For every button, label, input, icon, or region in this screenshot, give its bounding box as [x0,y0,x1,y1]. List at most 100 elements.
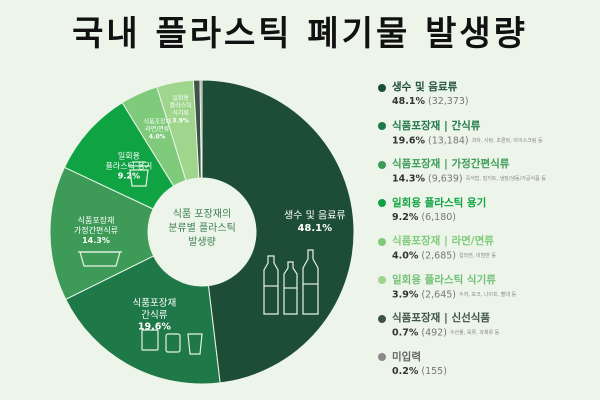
slice-label-line: 식기류 [172,109,189,117]
slice-label-line: 일회용 [172,94,189,102]
legend-count: (9,639) [424,173,463,185]
donut-slice [201,79,355,384]
slice-label-line: 19.6% [138,322,171,333]
legend-count: (2,685) [418,250,456,262]
slice-label: 생수 및 음료류 48.1% [284,209,346,234]
legend-label: 식품포장재 | 라면/면류 [392,235,494,247]
slice-label-line: 가정간편식류 [74,225,118,235]
legend-label: 식품포장재 | 가정간편식류 [392,158,510,170]
slice-label: 일회용 플라스틱 식기류 3.9% [170,94,192,125]
center-label-line: 발생량 [188,236,216,248]
slice-label-line: 플라스틱 용기 [106,161,153,171]
slice-label: 식품포장재 간식류 19.6% [133,298,177,333]
legend-count: (155) [418,365,447,377]
slice-label-line: 간식류 [141,310,167,321]
legend-dot-icon [378,237,386,246]
legend-dot-icon [378,276,386,284]
donut-slice [199,79,203,179]
bottles-icon [263,249,319,315]
slice-label: 식품포장재 가정간편식류 14.3% [74,215,118,245]
legend-item-header: 미입력 [378,350,596,365]
legend-label: 생수 및 음료류 [392,81,458,93]
cups-icon [128,161,150,187]
slice-label-line: 14.3% [82,236,110,245]
legend-count: (2,645) [418,289,456,300]
donut-slices [49,79,355,385]
slice-label-line: 48.1% [297,223,332,234]
slice-label-line: 9.2% [118,172,140,181]
legend-examples: 즉석밥, 밀키트, 냉장/냉동/가공식품 등 [465,176,546,182]
legend-item: 일회용 플라스틱 식기류 3.9% (2,645) 수저, 포크, 나이프, 빨대 … [378,273,596,307]
page-title: 국내 플라스틱 폐기물 발생량 [72,14,528,54]
legend-label: 일회용 플라스틱 용기 [392,196,487,209]
legend-label: 일회용 플라스틱 식기류 [392,273,496,286]
slice-label-line: 생수 및 음료류 [284,209,346,221]
legend-value-line: 0.2% (155) [378,365,596,379]
legend-examples: 컵라면, 비빔면 등 [459,253,496,259]
center-label-line: 식품 포장재의 [173,208,231,220]
legend-dot-icon [378,199,386,207]
legend-percent: 4.0% [392,250,419,262]
tray-icon [78,251,122,267]
legend-value-line: 48.1% (32,373) [378,95,596,109]
legend-percent: 0.2% [392,365,419,377]
slice-labels: 생수 및 음료류 48.1%식품포장재 간식류 19.6%식품포장재 가정간편식류 14.… [74,94,346,333]
legend-count: (492) [418,327,447,339]
slice-label-line: 일회용 [118,152,140,161]
legend-item: 식품포장재 | 신선식품 0.7% (492) 수산물, 육류, 과채류 등 [378,311,596,345]
legend-value-line: 14.3% (9,639) 즉석밥, 밀키트, 냉장/냉동/가공식품 등 [378,172,596,187]
slice-icons [78,161,319,355]
legend-percent: 14.3% [392,173,425,185]
legend-value-line: 9.2% (6,180) [378,211,596,225]
legend-item: 식품포장재 | 가정간편식류 14.3% (9,639) 즉석밥, 밀키트, 냉장/… [378,157,596,191]
legend-item-header: 식품포장재 | 라면/면류 [378,234,596,249]
slice-label-line: 4.0% [149,134,166,141]
legend-label: 식품포장재 | 간식류 [392,119,481,132]
slice-label-line: 식품포장재 [143,118,171,126]
slice-label: 일회용 플라스틱 용기 9.2% [106,152,153,181]
center-label-line: 분류별 플라스틱 [168,222,236,234]
legend-item: 미입력 0.2% (155) [378,350,596,384]
slice-label-line: 3.9% [172,117,189,124]
legend-value-line: 19.6% (13,184) 과자, 사탕, 초콜릿, 아이스크림 등 [378,134,596,149]
legend-item-header: 생수 및 음료류 [378,80,596,95]
legend-label: 미입력 [392,350,421,363]
legend-count: (32,373) [424,96,469,107]
legend-item: 일회용 플라스틱 용기 9.2% (6,180) [378,196,596,230]
legend-count: (13,184) [424,135,469,146]
legend-label: 식품포장재 | 신선식품 [392,312,491,324]
legend-dot-icon [378,83,386,92]
legend-item-header: 식품포장재 | 신선식품 [378,311,596,326]
legend-value-line: 3.9% (2,645) 수저, 포크, 나이프, 빨대 등 [378,288,596,303]
legend-examples: 과자, 사탕, 초콜릿, 아이스크림 등 [471,137,543,144]
legend: 생수 및 음료류 48.1% (32,373) 식품포장재 | 간식류 19.6% (… [378,80,596,388]
slice-label-line: 식품포장재 [78,215,115,225]
legend-percent: 9.2% [392,211,419,223]
donut-chart: 식품 포장재의 분류별 플라스틱 발생량 생수 및 음료류 48.1% 식품포장재 간식류… [49,79,355,385]
donut-slice [65,255,221,385]
legend-percent: 0.7% [392,327,419,339]
legend-examples: 수저, 포크, 나이프, 빨대 등 [459,291,517,298]
legend-item-header: 식품포장재 | 간식류 [378,119,596,134]
legend-dot-icon [378,122,386,130]
legend-dot-icon [378,353,386,361]
legend-value-line: 4.0% (2,685) 컵라면, 비빔면 등 [378,249,596,264]
legend-dot-icon [378,160,386,169]
legend-dot-icon [378,314,386,323]
slice-label-line: 라면/면류 [145,125,170,133]
slice-label: 식품포장재 라면/면류 4.0% [143,118,171,141]
legend-item-header: 식품포장재 | 가정간편식류 [378,157,596,172]
legend-percent: 48.1% [392,96,425,107]
legend-item-header: 일회용 플라스틱 용기 [378,196,596,211]
legend-value-line: 0.7% (492) 수산물, 육류, 과채류 등 [378,326,596,341]
legend-examples: 수산물, 육류, 과채류 등 [449,330,500,336]
slice-label-line: 식품포장재 [133,298,177,309]
legend-count: (6,180) [418,211,456,223]
slice-label-line: 플라스틱 [170,101,192,109]
legend-item: 식품포장재 | 라면/면류 4.0% (2,685) 컵라면, 비빔면 등 [378,234,596,268]
donut-slice [49,166,155,300]
legend-item-header: 일회용 플라스틱 식기류 [378,273,596,288]
snack-containers-icon [141,329,203,355]
legend-item: 생수 및 음료류 48.1% (32,373) [378,80,596,114]
